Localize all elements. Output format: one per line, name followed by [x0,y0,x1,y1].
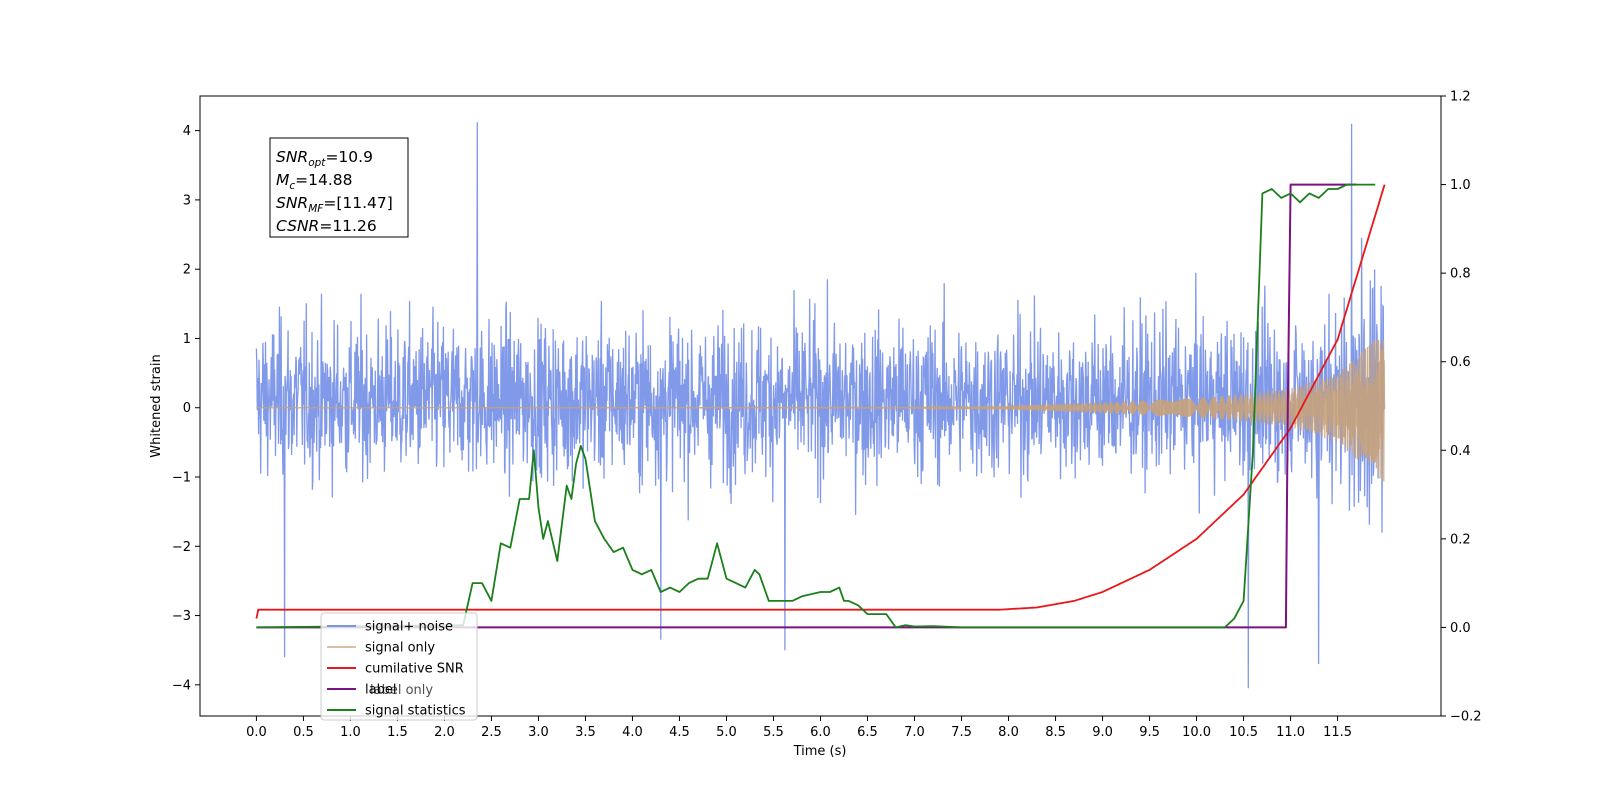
x-tick-label: 2.5 [481,725,502,740]
x-tick-label: 4.5 [669,725,690,740]
series-signal-plus-noise [255,122,1386,689]
x-tick-label: 10.0 [1182,725,1211,740]
y-right-tick-label: 0.8 [1450,267,1471,282]
x-tick-label: 7.5 [951,725,972,740]
y-left-tick-label: −2 [172,540,191,555]
series-layer [255,122,1386,689]
x-axis: 0.0 0.5 1.0 1.5 2.0 2.5 3.0 3.5 4.0 4.5 5.0 5.5 6.0 6… [246,716,1352,740]
annotation-line: Mc=14.88 [276,171,353,192]
x-tick-label: 10.5 [1229,725,1258,740]
x-tick-label: 6.0 [810,725,831,740]
y-axis-left: 4 3 2 1 0 −1 −2 −3 −4 [172,124,200,693]
annotation-line: CSNR=11.26 [276,217,377,235]
series-cumulative-snr [255,184,1386,619]
x-tick-label: 4.0 [622,725,643,740]
legend-entry: signal+ noise [365,620,453,635]
y-left-tick-label: 2 [183,263,191,278]
x-tick-label: 9.5 [1139,725,1160,740]
series-signal-statistics [256,183,1376,629]
x-tick-label: 1.5 [387,725,408,740]
y-right-tick-label: −0.2 [1450,710,1482,725]
y-axis-label: Whitened strain [149,354,164,457]
y-axis-right: 1.2 1.0 0.8 0.6 0.4 0.2 0.0 −0.2 [1441,90,1482,725]
legend-entry: signal only [365,641,435,656]
x-tick-label: 5.0 [716,725,737,740]
x-axis-label: Time (s) [793,744,847,759]
legend-entry: signal statistics [365,704,466,719]
x-tick-label: 11.0 [1276,725,1305,740]
y-left-tick-label: −4 [172,678,191,693]
x-tick-label: 8.0 [998,725,1019,740]
legend-frame [320,612,478,721]
x-tick-label: 0.0 [246,725,267,740]
legend: signal+ noise signal only cumilative SNR la… [320,612,478,721]
x-tick-label: 6.5 [857,725,878,740]
y-left-tick-label: 4 [183,124,191,139]
x-tick-label: 2.0 [434,725,455,740]
x-tick-label: 9.0 [1092,725,1113,740]
legend-obscured-text: label only [370,683,433,698]
legend-entry: cumilative SNR [365,662,464,677]
y-left-tick-label: 3 [183,193,191,208]
annotation-frame [269,137,409,238]
legend-entry: label [365,683,396,698]
x-tick-label: 3.5 [575,725,596,740]
annotation-line: SNRopt=10.9 [276,148,373,169]
y-left-tick-label: 1 [183,332,191,347]
x-tick-label: 1.0 [340,725,361,740]
y-right-tick-label: 1.0 [1450,178,1471,193]
annotation-line: SNRMF=[11.47] [276,194,393,215]
y-right-tick-label: 0.2 [1450,532,1471,547]
x-tick-label: 3.0 [528,725,549,740]
x-tick-label: 7.0 [904,725,925,740]
series-signal-only [256,339,1386,482]
x-tick-label: 11.5 [1323,725,1352,740]
y-right-tick-label: 0.6 [1450,355,1471,370]
x-tick-label: 8.5 [1045,725,1066,740]
y-right-tick-label: 1.2 [1450,90,1471,105]
y-left-tick-label: −1 [172,471,191,486]
y-left-tick-label: −3 [172,609,191,624]
x-tick-label: 5.5 [763,725,784,740]
y-right-tick-label: 0.0 [1450,621,1471,636]
x-tick-label: 0.5 [293,725,314,740]
y-left-tick-label: 0 [183,401,191,416]
y-right-tick-label: 0.4 [1450,444,1471,459]
